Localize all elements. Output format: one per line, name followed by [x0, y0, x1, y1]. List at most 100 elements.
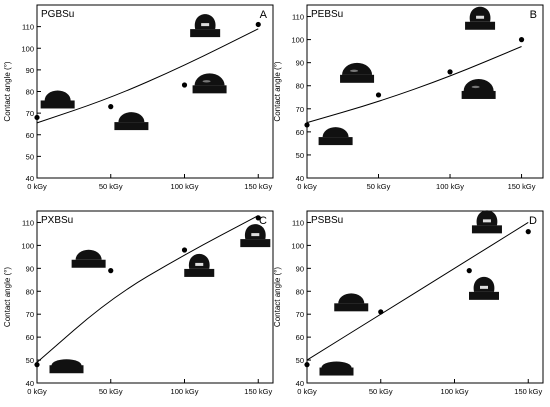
- droplet: [473, 276, 495, 292]
- y-tick-label: 70: [296, 310, 304, 319]
- droplet-substrate: [71, 259, 106, 268]
- x-tick-label: 0 kGy: [27, 387, 47, 396]
- y-tick-label: 90: [26, 264, 34, 273]
- y-tick-label: 110: [292, 218, 304, 227]
- droplet-highlight: [350, 69, 359, 73]
- x-tick-label: 100 kGy: [441, 387, 469, 396]
- y-tick-label: 60: [26, 333, 34, 342]
- droplet-image: [190, 14, 221, 38]
- y-tick-label: 40: [26, 174, 34, 183]
- data-point: [181, 82, 188, 88]
- droplet-image: [318, 127, 353, 146]
- droplet-substrate: [469, 291, 499, 300]
- droplet: [463, 78, 494, 91]
- x-tick-label: 50 kGy: [369, 387, 393, 396]
- y-tick-label: 60: [26, 131, 34, 140]
- droplet-substrate: [318, 137, 353, 146]
- y-axis-label: Contact angle (°): [273, 61, 282, 121]
- droplet-highlight: [201, 23, 210, 27]
- panel-name: PEBSu: [311, 9, 343, 20]
- data-point: [375, 92, 382, 98]
- x-tick-label: 150 kGy: [508, 182, 536, 191]
- droplet-highlight: [471, 85, 480, 89]
- droplet-image: [184, 253, 215, 277]
- fit-curve: [306, 46, 522, 124]
- y-tick-label: 90: [26, 66, 34, 75]
- droplet-image: [319, 361, 354, 376]
- droplet: [75, 249, 102, 260]
- y-tick-label: 100: [21, 241, 34, 250]
- droplet-image: [469, 276, 499, 300]
- droplet-substrate: [184, 268, 215, 277]
- droplet-substrate: [192, 85, 227, 94]
- y-axis-label: Contact angle (°): [3, 61, 12, 121]
- plot-frame: [36, 210, 274, 384]
- data-point: [378, 309, 384, 315]
- droplet-image: [240, 224, 271, 248]
- panel-letter: A: [260, 9, 268, 21]
- panel-letter: C: [259, 215, 267, 227]
- data-point: [447, 69, 453, 75]
- y-tick-label: 100: [291, 36, 304, 45]
- y-tick-label: 90: [296, 264, 304, 273]
- y-axis-label: Contact angle (°): [3, 267, 12, 327]
- y-tick-label: 50: [26, 152, 34, 161]
- fit-curve: [36, 28, 259, 124]
- data-point: [304, 362, 310, 368]
- droplet: [194, 14, 216, 30]
- droplet-highlight: [251, 233, 260, 237]
- y-tick-label: 50: [26, 356, 34, 365]
- data-point: [34, 114, 40, 121]
- plot-frame: [306, 4, 544, 179]
- y-tick-label: 60: [296, 128, 304, 137]
- droplet-image: [114, 112, 149, 131]
- droplet: [469, 6, 491, 22]
- droplet-highlight: [482, 219, 491, 223]
- data-point: [181, 247, 188, 253]
- data-point: [255, 21, 261, 28]
- y-tick-label: 40: [296, 379, 304, 388]
- droplet-image: [192, 73, 227, 94]
- y-tick-label: 70: [26, 109, 34, 118]
- droplet: [44, 90, 71, 101]
- droplet-substrate: [465, 21, 496, 30]
- panel-c: 40 50 60 70 80 90 100 110 0 kGy 50 kGy 100 kGy 150 …: [3, 210, 274, 396]
- data-point: [525, 229, 531, 235]
- droplet-substrate: [471, 225, 502, 234]
- x-tick-label: 50 kGy: [367, 182, 391, 191]
- droplet: [188, 253, 210, 269]
- y-tick-label: 70: [26, 310, 34, 319]
- x-tick-label: 0 kGy: [297, 387, 317, 396]
- droplet-image: [49, 359, 84, 374]
- droplet-image: [71, 249, 106, 268]
- x-tick-label: 0 kGy: [297, 182, 317, 191]
- y-tick-label: 40: [26, 379, 34, 388]
- y-tick-label: 110: [22, 218, 34, 227]
- droplet-substrate: [461, 90, 496, 99]
- y-tick-label: 80: [296, 82, 304, 91]
- y-tick-label: 50: [296, 151, 304, 160]
- droplet: [244, 224, 266, 240]
- droplet-image: [471, 210, 502, 234]
- droplet-image: [340, 62, 375, 83]
- y-tick-label: 80: [296, 287, 304, 296]
- x-tick-label: 150 kGy: [244, 182, 272, 191]
- droplet-highlight: [480, 285, 488, 289]
- x-tick-label: 50 kGy: [99, 182, 123, 191]
- y-tick-label: 110: [22, 23, 34, 32]
- panel-letter: D: [529, 215, 537, 227]
- droplet: [51, 359, 82, 372]
- droplet-substrate: [190, 29, 221, 38]
- panel-d: 40 50 60 70 80 90 100 110 0 kGy 50 kGy 100 kGy 150 …: [273, 210, 544, 396]
- droplet-substrate: [334, 303, 369, 312]
- droplet-image: [334, 293, 369, 312]
- data-point: [108, 268, 114, 274]
- data-point: [304, 122, 310, 128]
- droplet-highlight: [195, 262, 204, 266]
- plot-frame: [306, 210, 544, 384]
- y-tick-label: 110: [292, 13, 304, 22]
- panel-b: 40 50 60 70 80 90 100 110 0 kGy 50 kGy 100 kGy 150 …: [273, 4, 544, 191]
- y-tick-label: 40: [296, 174, 304, 183]
- data-point: [34, 362, 40, 368]
